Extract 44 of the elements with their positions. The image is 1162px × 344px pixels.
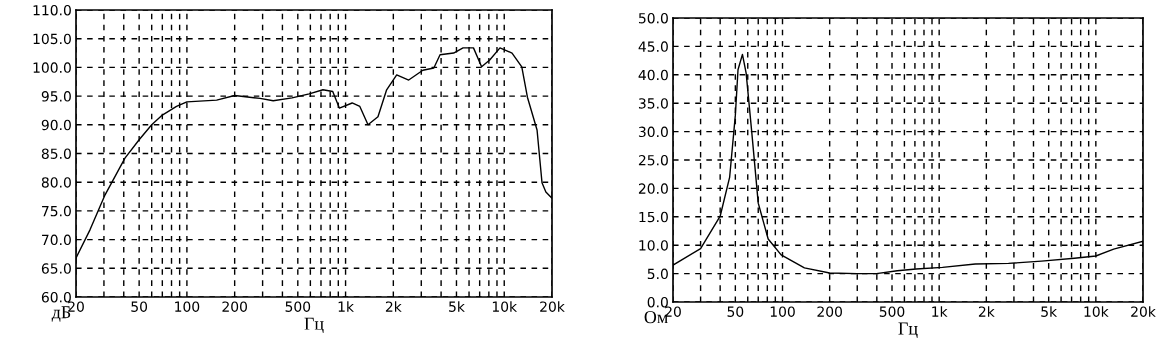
y-tick-label: 85.0 bbox=[41, 148, 71, 159]
y-tick-label: 35.0 bbox=[638, 98, 668, 109]
y-tick-label: 10.0 bbox=[639, 240, 668, 251]
y-tick-label: 0.0 bbox=[647, 296, 668, 308]
y-tick-label: 45.0 bbox=[638, 41, 668, 52]
x-tick-label: 1k bbox=[338, 301, 354, 312]
x-tick-label: 500 bbox=[879, 306, 905, 317]
x-tick-label: 200 bbox=[817, 306, 842, 317]
y-tick-label: 90.0 bbox=[41, 119, 71, 131]
x-tick-label: 1k bbox=[932, 306, 948, 317]
x-tick-label: 20k bbox=[1131, 306, 1156, 317]
x-tick-label: 2k bbox=[978, 306, 995, 317]
y-tick-label: 110.0 bbox=[33, 4, 71, 16]
x-tick-label: 20 bbox=[68, 301, 84, 312]
y-tick-label: 5.0 bbox=[647, 268, 668, 280]
y-tick-label: 105.0 bbox=[33, 33, 71, 45]
x-tick-label: 5k bbox=[1041, 306, 1058, 317]
y-tick-label: 30.0 bbox=[638, 126, 668, 138]
y-tick-label: 15.0 bbox=[639, 211, 668, 223]
x-tick-label: 2k bbox=[385, 301, 402, 312]
x-axis-title: Гц bbox=[898, 322, 918, 338]
x-tick-label: 200 bbox=[222, 301, 247, 312]
y-tick-label: 80.0 bbox=[41, 177, 71, 188]
y-tick-label: 75.0 bbox=[42, 205, 71, 217]
x-tick-label: 10k bbox=[1084, 306, 1109, 317]
x-tick-label: 100 bbox=[175, 301, 200, 312]
x-tick-label: 100 bbox=[770, 306, 795, 317]
x-tick-label: 20k bbox=[540, 301, 565, 312]
y-tick-label: 95.0 bbox=[41, 91, 71, 102]
y-tick-label: 25.0 bbox=[638, 154, 668, 166]
x-tick-label: 5k bbox=[449, 301, 465, 312]
x-tick-label: 500 bbox=[285, 301, 311, 312]
x-axis-title: Гц bbox=[304, 317, 324, 334]
y-tick-label: 65.0 bbox=[41, 263, 71, 274]
y-tick-label: 100.0 bbox=[33, 62, 71, 73]
y-tick-label: 70.0 bbox=[42, 234, 71, 246]
y-tick-label: 50.0 bbox=[638, 12, 668, 24]
x-tick-label: 50 bbox=[131, 301, 148, 312]
y-tick-label: 40.0 bbox=[638, 69, 668, 81]
x-tick-label: 10k bbox=[492, 301, 518, 312]
x-tick-label: 50 bbox=[727, 306, 744, 317]
y-tick-label: 20.0 bbox=[638, 183, 668, 194]
y-tick-label: 60.0 bbox=[41, 291, 71, 303]
y-axis-title: дБ bbox=[51, 306, 71, 322]
